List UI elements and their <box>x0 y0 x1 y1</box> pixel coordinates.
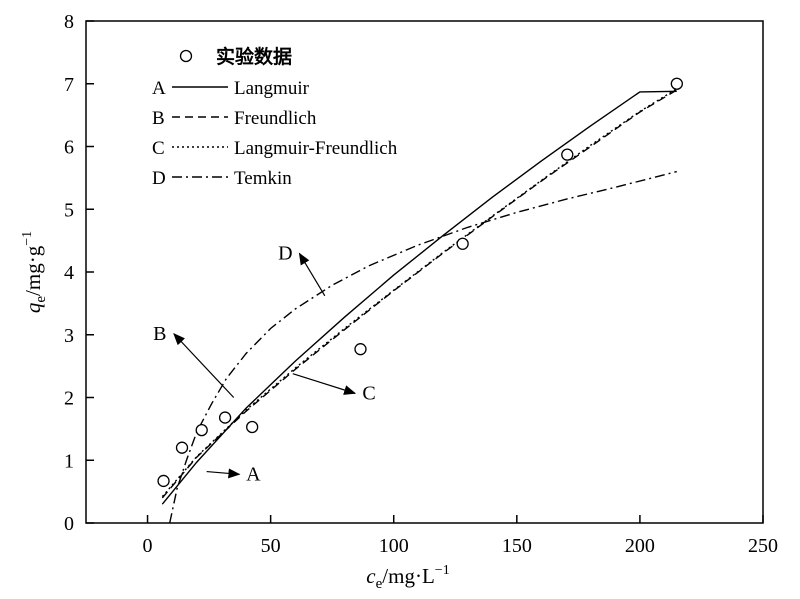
legend-label: Langmuir-Freundlich <box>234 138 398 159</box>
x-tick-label: 150 <box>502 535 532 557</box>
legend-label: Langmuir <box>234 78 310 99</box>
legend-marker <box>179 49 193 63</box>
data-point <box>561 148 574 161</box>
y-axis-label: qe/mg·g−1 <box>20 231 49 313</box>
x-tick-label: 200 <box>625 535 655 557</box>
annotation-arrow-b <box>173 333 235 398</box>
axis-ticks: 0 50 100 150 200 250 0 1 2 3 4 5 6 7 8 <box>64 11 778 557</box>
legend-label: Freundlich <box>234 108 317 129</box>
annotation-label-d: D <box>278 242 292 264</box>
legend-letter: C <box>152 138 165 159</box>
data-point <box>157 474 170 488</box>
data-point <box>246 420 259 434</box>
fit-curve-c <box>161 88 678 498</box>
legend-letter: B <box>152 108 165 129</box>
legend-label: Temkin <box>234 168 292 189</box>
legend-label: 实验数据 <box>216 45 292 68</box>
legend-letter: D <box>152 168 166 189</box>
annotation-label-a: A <box>246 463 261 485</box>
x-axis-label: ce/mg·L−1 <box>366 563 449 592</box>
y-tick-label: 1 <box>64 450 74 472</box>
fit-curves <box>161 88 678 524</box>
annotation-arrow-c <box>292 373 357 395</box>
y-tick-label: 3 <box>64 325 74 347</box>
legend-letter: A <box>152 78 166 99</box>
curve-annotations: A B C D <box>153 242 376 485</box>
experimental-points <box>157 77 683 488</box>
annotation-label-c: C <box>362 382 375 404</box>
x-tick-label: 50 <box>261 535 281 557</box>
fit-curve-d <box>169 170 677 524</box>
data-point <box>354 343 367 356</box>
annotation-label-b: B <box>153 323 166 345</box>
annotation-arrow-a <box>206 468 241 479</box>
x-tick-label: 250 <box>748 535 778 557</box>
y-tick-label: 5 <box>64 199 74 221</box>
x-tick-label: 100 <box>379 535 409 557</box>
y-tick-label: 4 <box>64 262 74 284</box>
x-tick-label: 0 <box>143 535 153 557</box>
data-point <box>175 441 189 454</box>
data-point <box>456 237 469 250</box>
y-tick-label: 6 <box>64 137 74 159</box>
y-tick-label: 8 <box>64 11 74 33</box>
annotation-arrow-d <box>298 252 326 297</box>
y-tick-label: 7 <box>64 74 74 96</box>
legend: 实验数据 A Langmuir B Freundlich C Langmuir-Freund… <box>152 45 398 189</box>
fit-curve-a <box>161 90 677 505</box>
data-point <box>670 77 683 90</box>
y-tick-label: 2 <box>64 388 74 410</box>
data-point <box>218 411 232 424</box>
y-tick-label: 0 <box>64 513 74 535</box>
data-point <box>195 423 208 437</box>
